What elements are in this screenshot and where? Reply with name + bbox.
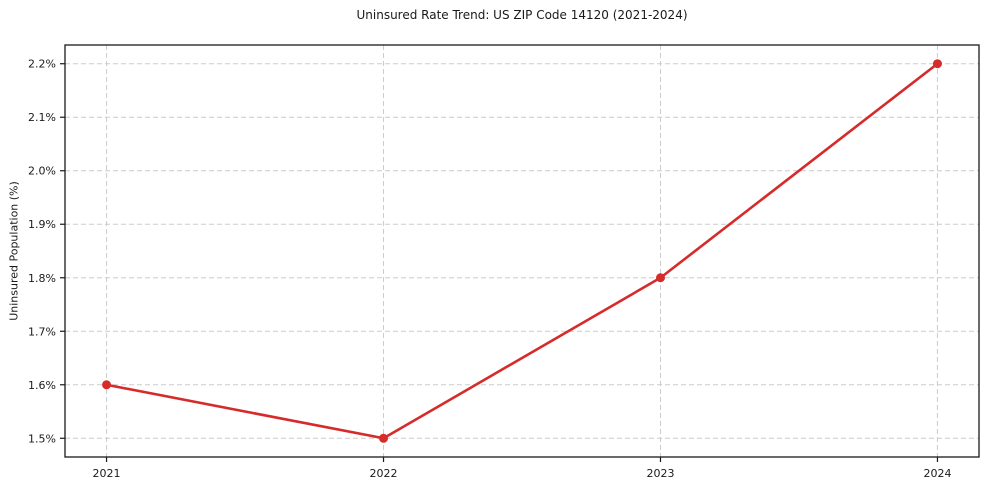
x-tick-label: 2023 (646, 467, 674, 480)
y-tick-label: 1.5% (28, 432, 56, 445)
data-point-2021 (102, 380, 112, 390)
y-tick-label: 1.9% (28, 218, 56, 231)
data-point-2023 (655, 273, 665, 283)
axes-border (64, 44, 980, 458)
x-tick-label: 2021 (93, 467, 121, 480)
y-tick-label: 2.2% (28, 58, 56, 71)
y-tick-label: 1.6% (28, 379, 56, 392)
x-tick-label: 2024 (923, 467, 951, 480)
chart-title: Uninsured Rate Trend: US ZIP Code 14120 … (356, 8, 688, 22)
y-tick-label: 2.1% (28, 111, 56, 124)
trend-line (105, 62, 939, 440)
data-point-2024 (932, 59, 942, 69)
y-tick-label: 1.8% (28, 272, 56, 285)
y-tick-label: 2.0% (28, 165, 56, 178)
x-tick-label: 2022 (370, 467, 398, 480)
y-tick-label: 1.7% (28, 325, 56, 338)
data-point-2022 (379, 433, 389, 443)
